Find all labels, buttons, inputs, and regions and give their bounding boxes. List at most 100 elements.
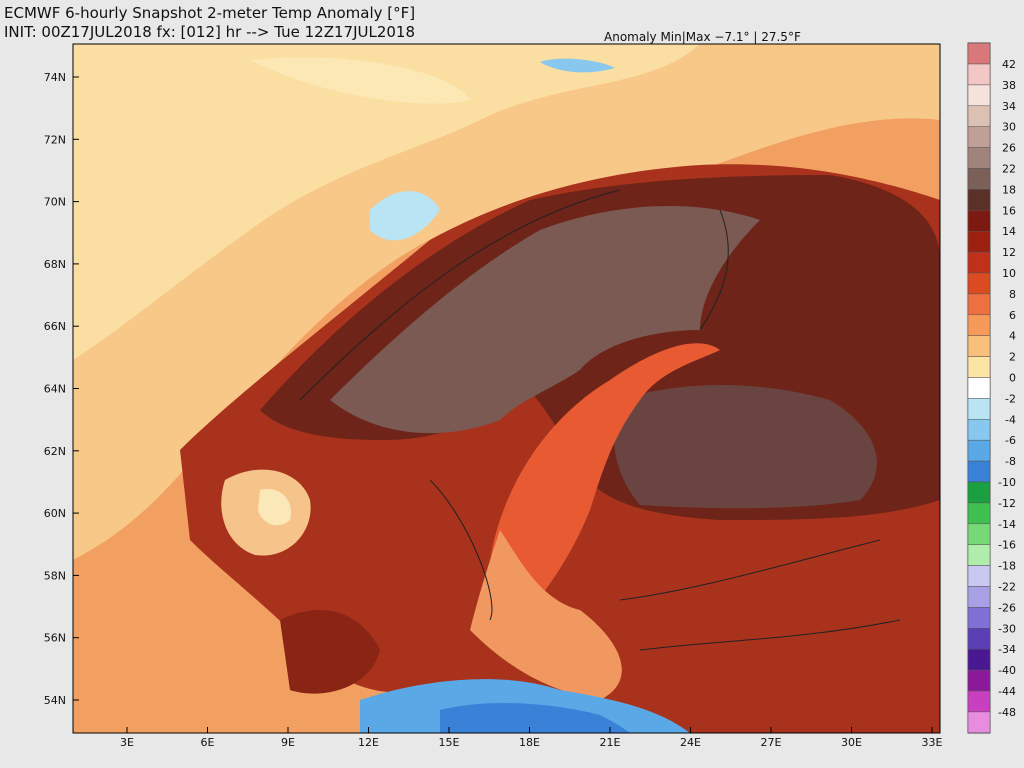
- lat-label: 70N: [44, 196, 66, 209]
- colorbar-swatch: [967, 230, 991, 253]
- colorbar-swatch: [967, 210, 991, 232]
- colorbar-label: -6: [1005, 434, 1016, 447]
- colorbar-swatch: [967, 523, 991, 545]
- lon-label: 15E: [439, 736, 460, 749]
- colorbar-swatch: [967, 502, 991, 525]
- map: [73, 44, 940, 733]
- sea-warm: [489, 343, 720, 620]
- colorbar-label: 10: [1002, 267, 1016, 280]
- lon-label: 21E: [600, 736, 621, 749]
- lat-label: 56N: [44, 632, 66, 645]
- colorbar-swatch: [967, 481, 991, 504]
- borders: [299, 189, 901, 651]
- colorbar-label: 16: [1002, 204, 1016, 217]
- colorbar-label: -18: [998, 560, 1016, 573]
- colorbar-swatch: [967, 565, 991, 587]
- colorbar-swatch: [967, 419, 991, 441]
- colorbar-swatch: [967, 126, 991, 148]
- colorbar-swatch: [967, 189, 991, 211]
- colorbar-swatch: [967, 460, 991, 483]
- colorbar-swatch: [967, 168, 991, 190]
- lat-label: 62N: [44, 445, 66, 458]
- title: ECMWF 6-hourly Snapshot 2-meter Temp Ano…: [4, 4, 415, 22]
- lon-label: 9E: [281, 736, 295, 749]
- colorbar-swatch: [967, 628, 991, 650]
- colorbar-label: -16: [998, 539, 1016, 552]
- colorbar-swatch: [967, 105, 991, 127]
- colorbar-label: -14: [998, 518, 1016, 531]
- colorbar-label: -22: [998, 581, 1016, 594]
- colorbar-swatch: [967, 669, 991, 692]
- lon-label: 12E: [358, 736, 379, 749]
- colorbar-label: 4: [1009, 330, 1016, 343]
- colorbar-label: 26: [1002, 142, 1016, 155]
- colorbar-label: -8: [1005, 455, 1016, 468]
- colorbar-label: 30: [1002, 121, 1016, 134]
- colorbar-swatch: [967, 648, 991, 671]
- colorbar-swatch: [967, 293, 991, 316]
- lon-label: 33E: [922, 736, 943, 749]
- lat-label: 58N: [44, 569, 66, 582]
- colorbar-label: 8: [1009, 288, 1016, 301]
- colorbar-label: 2: [1009, 351, 1016, 364]
- colorbar-swatch: [967, 544, 991, 566]
- ocean-mild: [73, 44, 700, 360]
- colorbar-swatch: [967, 586, 991, 608]
- lat-label: 72N: [44, 133, 66, 146]
- colorbar-swatch: [967, 439, 991, 462]
- colorbar-swatch: [967, 607, 991, 629]
- colorbar-swatch: [967, 63, 991, 86]
- colorbar-swatch: [967, 272, 991, 295]
- colorbar-label: 6: [1009, 309, 1016, 322]
- colorbar-label: -30: [998, 622, 1016, 635]
- colorbar-label: 38: [1002, 79, 1016, 92]
- sea-mild: [470, 530, 622, 700]
- anomaly-range: Anomaly Min|Max −7.1° | 27.5°F: [604, 30, 801, 44]
- colorbar-label: -10: [998, 476, 1016, 489]
- lon-label: 24E: [680, 736, 701, 749]
- colorbar-swatch: [967, 335, 991, 357]
- lon-label: 18E: [519, 736, 540, 749]
- lat-label: 60N: [44, 507, 66, 520]
- colorbar-label: -4: [1005, 413, 1016, 426]
- colorbar-swatch: [967, 147, 991, 169]
- lon-label: 30E: [841, 736, 862, 749]
- colorbar-swatch: [967, 356, 991, 378]
- colorbar-swatch: [967, 398, 991, 420]
- land-extreme: [614, 385, 877, 509]
- colorbar-label: 0: [1009, 372, 1016, 385]
- land-extreme: [330, 206, 760, 434]
- lon-label: 27E: [761, 736, 782, 749]
- denmark-hot: [280, 610, 380, 694]
- colorbar-swatch: [967, 690, 991, 713]
- colorbar-label: 18: [1002, 183, 1016, 196]
- colorbar-label: -34: [998, 643, 1016, 656]
- lat-label: 74N: [44, 71, 66, 84]
- lat-label: 68N: [44, 258, 66, 271]
- colorbar-swatch: [967, 251, 991, 274]
- lat-label: 54N: [44, 694, 66, 707]
- colorbar-label: -40: [998, 664, 1016, 677]
- colorbar-label: -48: [998, 706, 1016, 719]
- colorbar-label: -12: [998, 497, 1016, 510]
- colorbar-label: -2: [1005, 392, 1016, 405]
- mountain-cool: [258, 489, 291, 526]
- lat-label: 64N: [44, 383, 66, 396]
- lon-label: 6E: [201, 736, 215, 749]
- colorbar-label: 12: [1002, 246, 1016, 259]
- colorbar-label: 34: [1002, 100, 1016, 113]
- colorbar-swatch: [967, 377, 991, 399]
- colorbar-label: -44: [998, 685, 1016, 698]
- colorbar-label: 22: [1002, 163, 1016, 176]
- cold-patch: [440, 703, 630, 733]
- colorbar-label: -26: [998, 601, 1016, 614]
- colorbar-label: 42: [1002, 58, 1016, 71]
- lat-label: 66N: [44, 320, 66, 333]
- init-line: INIT: 00Z17JUL2018 fx: [012] hr --> Tue …: [4, 23, 415, 41]
- lon-label: 3E: [120, 736, 134, 749]
- colorbar-swatch: [967, 314, 991, 336]
- ocean-cool: [250, 57, 470, 104]
- cold-patch: [370, 191, 440, 241]
